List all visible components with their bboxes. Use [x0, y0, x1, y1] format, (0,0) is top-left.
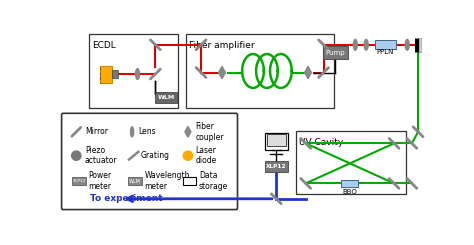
Text: Grating: Grating: [141, 151, 170, 160]
Ellipse shape: [136, 69, 139, 79]
FancyBboxPatch shape: [89, 34, 178, 108]
Text: ECDL: ECDL: [92, 41, 116, 50]
FancyBboxPatch shape: [296, 131, 406, 194]
Bar: [183, 177, 196, 185]
FancyBboxPatch shape: [186, 34, 334, 108]
Text: WLM: WLM: [157, 95, 175, 100]
Text: PPLN: PPLN: [377, 49, 394, 55]
Bar: [323, 46, 347, 60]
Text: Data
storage: Data storage: [199, 172, 228, 191]
Bar: [155, 92, 177, 103]
Bar: [267, 134, 285, 147]
Text: To experiment: To experiment: [90, 194, 163, 203]
FancyBboxPatch shape: [62, 113, 237, 209]
Text: XLP12: XLP12: [73, 179, 86, 183]
Bar: [264, 133, 288, 149]
Text: Wavelength
meter: Wavelength meter: [145, 172, 190, 191]
Text: Piezo
actuator: Piezo actuator: [85, 146, 118, 165]
Bar: [100, 66, 112, 83]
Bar: [264, 161, 288, 172]
Text: WLM: WLM: [129, 179, 141, 184]
Text: Laser
diode: Laser diode: [196, 146, 217, 165]
Polygon shape: [185, 126, 191, 137]
Ellipse shape: [364, 39, 368, 50]
Bar: [341, 180, 358, 187]
Ellipse shape: [353, 39, 357, 50]
Bar: [128, 177, 142, 185]
Bar: [73, 177, 86, 185]
Text: UV Cavity: UV Cavity: [299, 138, 343, 147]
Text: XLP12: XLP12: [266, 164, 287, 169]
Text: BBO: BBO: [343, 189, 357, 195]
Polygon shape: [219, 66, 226, 79]
Ellipse shape: [130, 127, 134, 137]
Bar: [112, 70, 118, 78]
Polygon shape: [305, 66, 311, 79]
Text: Fiber amplifier: Fiber amplifier: [189, 41, 254, 50]
Circle shape: [183, 151, 192, 160]
Text: Lens: Lens: [138, 127, 156, 136]
Text: Pump: Pump: [325, 49, 345, 56]
Text: Power
meter: Power meter: [89, 172, 112, 191]
Bar: [374, 40, 396, 49]
Circle shape: [72, 151, 81, 160]
Text: Fiber
coupler: Fiber coupler: [196, 122, 224, 142]
Ellipse shape: [405, 39, 409, 50]
Text: Mirror: Mirror: [85, 127, 108, 136]
